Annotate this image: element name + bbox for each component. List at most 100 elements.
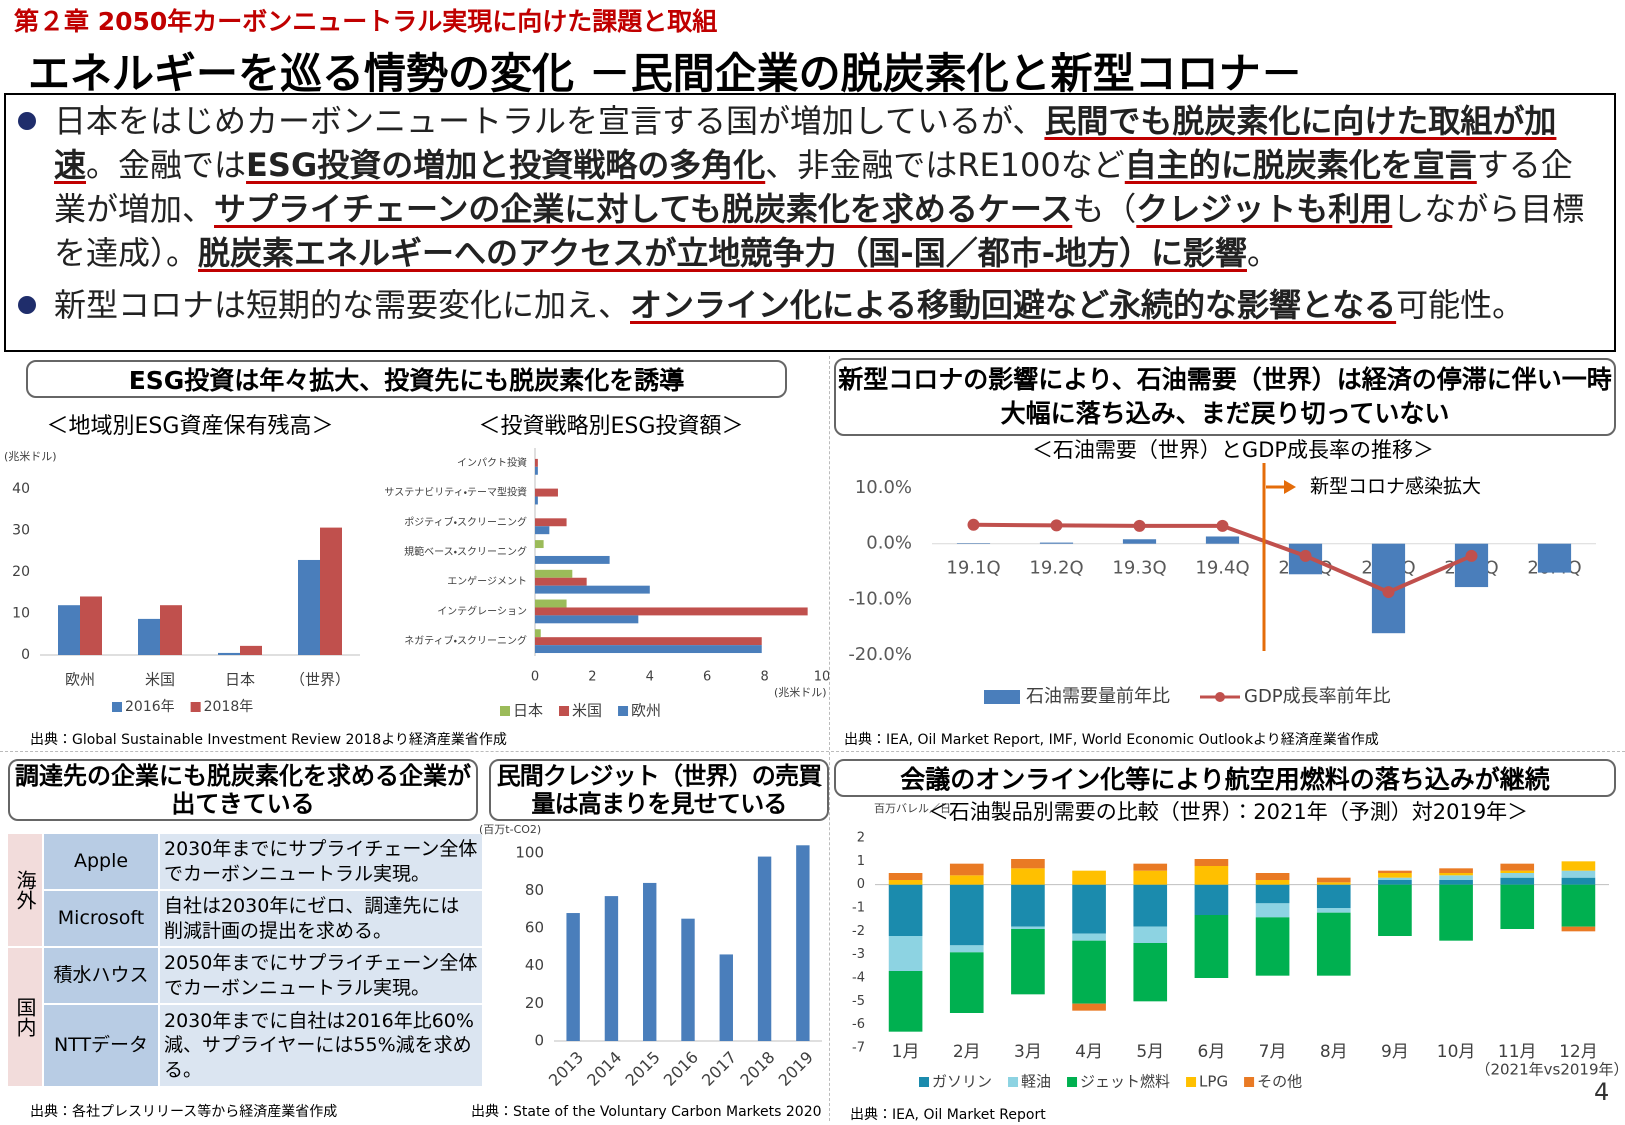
x-tick-label: 19.2Q xyxy=(1029,558,1083,579)
bullet-text: する企業が増加、 xyxy=(54,146,1573,228)
bar xyxy=(888,880,923,885)
company-cell: 積水ハウス xyxy=(44,948,158,1004)
bullet-text: も（ xyxy=(1072,190,1137,228)
bullet-text: 、非金融ではRE100など xyxy=(765,146,1125,184)
legend-swatch xyxy=(618,706,629,716)
bar xyxy=(1378,884,1412,936)
slide-title: エネルギーを巡る情勢の変化 －民間企業の脱炭素化と新型コロナ－ xyxy=(28,49,1303,98)
legend-label: GDP成長率前年比 xyxy=(1244,686,1391,707)
bar xyxy=(888,873,923,880)
bar xyxy=(1255,873,1290,880)
bullet-text: 。金融では xyxy=(86,146,247,184)
bullet-text: 新型コロナは短期的な需要変化に加え、 xyxy=(54,286,631,324)
bar xyxy=(949,875,984,885)
bar xyxy=(1194,866,1229,885)
bar xyxy=(80,596,102,655)
x-tick-label: 4 xyxy=(646,670,654,685)
x-tick-label: 欧州 xyxy=(65,671,95,689)
x-tick-label: 2014 xyxy=(583,1048,625,1090)
company-table: 海外 Apple 2030年までにサプライチェーン全体でカーボンニュートラル実現。 M… xyxy=(6,832,484,1088)
bar xyxy=(1133,926,1168,943)
bar xyxy=(298,559,320,655)
point xyxy=(1299,549,1312,562)
bar xyxy=(1072,933,1106,941)
bar xyxy=(1439,880,1473,885)
chart: ＜投資戦略別ESG投資額＞ (兆米ドル) 0 2 4 6 8 10 インパクト投資サステナビリテ… xyxy=(384,414,829,720)
panel-heading: 新型コロナの影響により、石油需要（世界）は経済の停滞に伴い一時大幅に落ち込み、ま… xyxy=(834,358,1616,436)
bar xyxy=(956,543,991,544)
point xyxy=(1465,549,1478,562)
y-tick-label: 2 xyxy=(857,831,865,846)
bar xyxy=(1122,539,1157,544)
bullet-text: 可能性。 xyxy=(1396,286,1525,324)
bar xyxy=(1072,940,1106,1004)
bar xyxy=(1439,873,1473,876)
emphasis-text: クレジットも利用 xyxy=(1136,190,1393,228)
y-tick-label: 10 xyxy=(12,606,30,622)
x-tick-label: （世界） xyxy=(290,671,350,689)
bar xyxy=(1133,863,1168,871)
point xyxy=(1050,519,1063,532)
bar xyxy=(1205,536,1240,544)
bar xyxy=(1255,917,1290,976)
y-tick-label: 10.0% xyxy=(855,477,912,498)
bar xyxy=(1316,884,1351,908)
bar xyxy=(535,526,550,535)
bullet-text: 。 xyxy=(1246,234,1279,272)
axis-unit: (百万t-CO2) xyxy=(479,823,541,836)
bar xyxy=(949,952,984,1013)
bar xyxy=(1500,870,1535,873)
table-row: 海外 Apple 2030年までにサプライチェーン全体でカーボンニュートラル実現。 xyxy=(8,834,482,947)
bar xyxy=(535,577,587,586)
bar xyxy=(1255,903,1290,918)
bar xyxy=(1378,870,1412,873)
bar xyxy=(1439,884,1473,941)
x-tick-label: 2015 xyxy=(621,1048,663,1090)
bullet: 日本をはじめカーボンニュートラルを宣言する国が増加しているが、民間でも脱炭素化に… xyxy=(6,99,1604,275)
bar xyxy=(535,488,558,497)
legend-label: その他 xyxy=(1257,1073,1302,1091)
bar xyxy=(1072,870,1106,885)
company-cell: Apple xyxy=(44,834,158,890)
bar xyxy=(535,645,762,654)
legend-swatch xyxy=(190,702,201,712)
bar xyxy=(949,884,984,946)
y-tick-label: 40 xyxy=(12,481,30,497)
y-tick-label: -1 xyxy=(852,901,865,916)
bar xyxy=(1194,884,1229,915)
legend-label: 軽油 xyxy=(1021,1073,1051,1091)
bar xyxy=(681,918,695,1041)
bar xyxy=(1316,908,1351,913)
legend-label: ジェット燃料 xyxy=(1080,1073,1170,1091)
legend-swatch xyxy=(559,706,570,716)
x-tick-label: 10月 xyxy=(1437,1042,1476,1062)
description-cell: 2030年までにサプライチェーン全体でカーボンニュートラル実現。 xyxy=(160,834,482,890)
y-tick-label: -5 xyxy=(852,994,865,1009)
annotation: 新型コロナ感染拡大 xyxy=(1310,476,1481,498)
x-tick-label: 0 xyxy=(531,670,539,685)
bar xyxy=(949,863,984,876)
bar xyxy=(1500,877,1535,885)
x-tick-label: 日本 xyxy=(225,671,255,689)
bar xyxy=(138,618,160,655)
company-cell: NTTデータ xyxy=(44,1005,158,1086)
bar xyxy=(1439,868,1473,873)
axis-unit: (兆米ドル) xyxy=(774,686,827,699)
y-tick-label: インテグレーション xyxy=(437,604,527,617)
bar xyxy=(1011,884,1045,927)
x-tick-label: 3月 xyxy=(1014,1042,1042,1062)
bar xyxy=(1439,875,1473,880)
bar xyxy=(535,615,639,624)
bar xyxy=(1072,1003,1106,1011)
x-tick-label: 19.3Q xyxy=(1112,558,1166,579)
bar xyxy=(1194,859,1229,866)
bar xyxy=(1316,877,1351,883)
bar xyxy=(1133,870,1168,885)
y-tick-label: サステナビリティ・テーマ型投資 xyxy=(384,486,527,499)
bar xyxy=(240,645,262,655)
y-tick-label: ネガティブ・スクリーニング xyxy=(404,634,527,647)
y-tick-label: -4 xyxy=(852,971,865,986)
legend-swatch xyxy=(1186,1077,1197,1087)
panel-heading: 会議のオンライン化等により航空用燃料の落ち込みが継続 xyxy=(834,759,1616,797)
bar xyxy=(757,856,772,1041)
